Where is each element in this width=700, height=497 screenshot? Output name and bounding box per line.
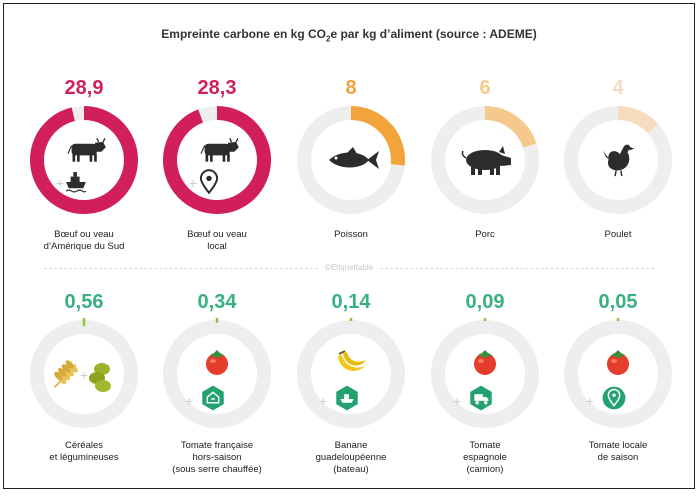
donut-arc: [617, 106, 659, 134]
donut-arc: [163, 106, 271, 214]
item-label-line: Bœuf ou veau: [187, 229, 247, 240]
tomato-icon: [607, 350, 629, 375]
value-label: 0,14: [331, 291, 371, 313]
chicken-icon: [602, 144, 635, 177]
item-label-line: Bœuf ou veau: [54, 229, 114, 240]
value-label: 28,9: [64, 77, 104, 99]
item-label-line: Poisson: [334, 229, 368, 240]
item-label-line: d’Amérique du Sud: [43, 241, 125, 252]
tomato-icon: [206, 350, 228, 375]
plus-sign: +: [586, 393, 594, 409]
item-label-line: Tomate: [469, 440, 501, 451]
value-label: 0,09: [465, 291, 505, 313]
item-label: Bœuf ou veau d’Amérique du Sud: [19, 229, 149, 253]
item-label-line: espagnole: [463, 452, 507, 463]
item-label: Porc: [420, 229, 550, 241]
donut-chart: +: [163, 318, 271, 428]
plus-sign: +: [453, 393, 461, 409]
item-label-line: (camion): [466, 464, 504, 475]
chart-title: Empreinte carbone en kg CO2e par kg d’al…: [161, 27, 537, 44]
plus-sign: +: [319, 393, 327, 409]
donut-track: [30, 320, 138, 428]
wheat-icon: [53, 360, 78, 389]
donut-arc: [30, 106, 138, 214]
watermark: ©Etiquettable: [4, 263, 694, 272]
value-label: 0,05: [598, 291, 638, 313]
item-label: Tomate française hors-saison (sous serre c…: [152, 440, 282, 476]
donut-arc: [484, 106, 537, 148]
value-label: 6: [479, 77, 491, 99]
ship-icon: [65, 172, 87, 193]
item-label: Poisson: [286, 229, 416, 241]
donut-chart: +: [564, 318, 672, 428]
pig-icon: [461, 146, 511, 175]
item-label: Céréales et légumineuses: [19, 440, 149, 464]
donut-chart: +: [30, 318, 138, 428]
cow-icon: [67, 137, 106, 162]
plus-sign: +: [189, 175, 197, 191]
item-label: Tomate espagnole (camion): [420, 440, 550, 476]
cow-icon: [200, 137, 239, 162]
banana-icon: [338, 350, 366, 371]
item-label-line: Tomate française: [180, 440, 254, 451]
donut-track: [297, 320, 405, 428]
item-label: Banane guadeloupéenne (bateau): [286, 440, 416, 476]
item-label-line: local: [207, 241, 227, 252]
value-label: 28,3: [197, 77, 237, 99]
plus-sign: +: [56, 175, 64, 191]
value-label: 0,34: [197, 291, 237, 313]
fish-icon: [329, 147, 379, 169]
location-pin-icon: [199, 169, 219, 195]
donut-chart: [431, 106, 539, 214]
greenhouse-badge-icon: [202, 385, 224, 411]
item-label-line: Poulet: [604, 229, 632, 240]
donut-track: [564, 320, 672, 428]
item-label-line: (sous serre chauffée): [172, 464, 262, 475]
value-label: 8: [345, 77, 357, 99]
item-label-line: (bateau): [333, 464, 369, 475]
beans-icon: [89, 363, 111, 392]
plus-sign: +: [185, 393, 193, 409]
item-label-line: de saison: [597, 452, 639, 463]
item-label-line: Banane: [334, 440, 368, 451]
donut-chart: +: [297, 318, 405, 428]
item-label: Bœuf ou veau local: [152, 229, 282, 253]
value-label: 4: [612, 77, 624, 99]
tomato-icon: [474, 350, 496, 375]
truck-badge-icon: [470, 385, 492, 411]
item-label-line: Porc: [475, 229, 495, 240]
plus-sign: +: [80, 367, 88, 383]
item-label-line: Céréales: [64, 440, 104, 451]
item-label-line: guadeloupéenne: [315, 452, 387, 463]
donut-chart: [564, 106, 672, 214]
donut-chart: +: [30, 106, 138, 214]
donut-chart: +: [163, 106, 271, 214]
donut-arc: [350, 106, 405, 166]
infographic: Empreinte carbone en kg CO2e par kg d’al…: [3, 3, 695, 489]
item-label-line: et légumineuses: [49, 452, 119, 463]
donut-track: [431, 320, 539, 428]
donut-chart: +: [431, 318, 539, 428]
pin-badge-icon: [602, 386, 626, 410]
boat-badge-icon: [336, 385, 358, 411]
donut-chart: [297, 106, 405, 214]
item-label-line: Tomate locale: [588, 440, 648, 451]
item-label-line: hors-saison: [192, 452, 242, 463]
value-label: 0,56: [64, 291, 104, 313]
item-label: Tomate locale de saison: [553, 440, 683, 464]
donut-track: [163, 320, 271, 428]
item-label: Poulet: [553, 229, 683, 241]
